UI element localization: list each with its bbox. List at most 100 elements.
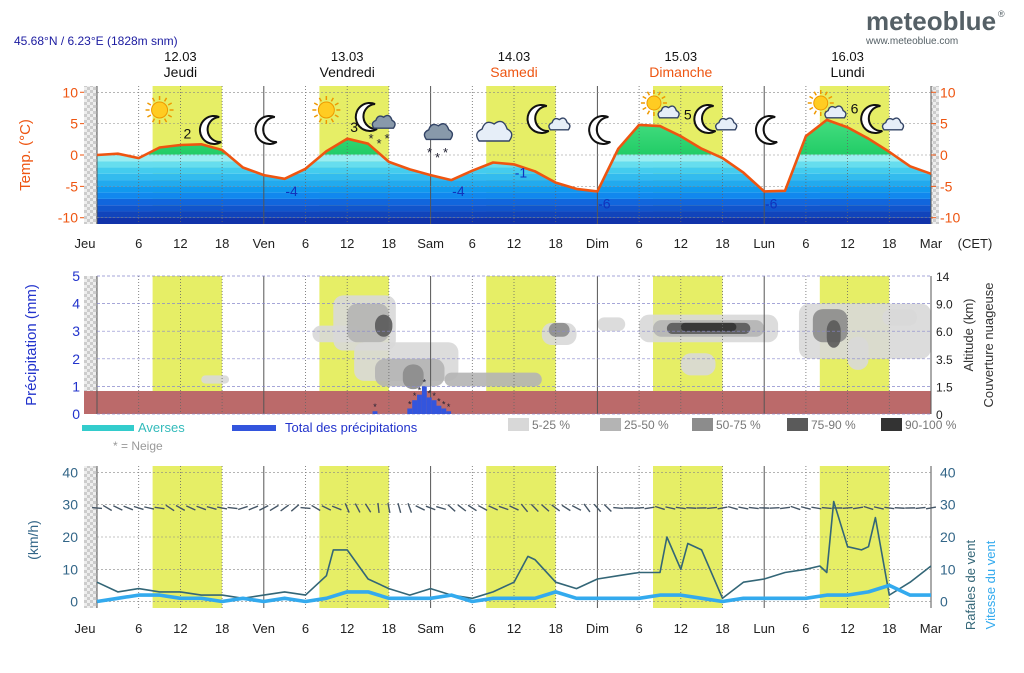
- day-headers: 12.03Jeudi13.03Vendredi14.03Samedi15.03D…: [164, 49, 865, 80]
- moon-shape: [756, 116, 777, 144]
- cloud-legend-label: 50-75 %: [716, 418, 761, 432]
- cloud-legend-swatch: [508, 418, 529, 431]
- x-tick-label: Ven: [253, 621, 275, 636]
- x-tick-label: 12: [507, 621, 521, 636]
- day-name: Vendredi: [320, 64, 375, 80]
- x-tick-label: 12: [674, 236, 688, 251]
- x-tick-label: 12: [173, 236, 187, 251]
- meteoblue-logo: meteoblue ® www.meteoblue.com: [865, 6, 1005, 47]
- cloud-legend-swatch: [600, 418, 621, 431]
- altitude-tick: 3.5: [936, 353, 953, 367]
- precip-bar: [417, 395, 422, 414]
- wind-direction-arrow: [458, 505, 466, 511]
- wind-direction-arrow: [103, 505, 112, 510]
- snow-marker: *: [423, 377, 427, 387]
- wind-axis-label: (km/h): [25, 520, 41, 560]
- x-tick-label: 6: [302, 236, 309, 251]
- sun-ray: [147, 115, 150, 117]
- cloud-legend-label: 75-90 %: [811, 418, 856, 432]
- snow-marker: *: [418, 386, 422, 396]
- day-name: Lundi: [830, 64, 864, 80]
- wind-ytick-right: 10: [940, 561, 956, 577]
- cloud-legend-swatch: [881, 418, 902, 431]
- x-tick-label: 12: [674, 621, 688, 636]
- temp-extreme-label: -4: [452, 183, 465, 199]
- wind-direction-arrow: [572, 506, 581, 511]
- temp-extreme-label: -4: [285, 183, 298, 199]
- x-tick-label: 6: [302, 621, 309, 636]
- altitude-tick: 6.0: [936, 325, 953, 339]
- wind-direction-arrow: [613, 508, 623, 509]
- x-tick-label: 18: [215, 236, 229, 251]
- timezone-label: (CET): [958, 236, 993, 251]
- wind-direction-arrow: [270, 505, 279, 510]
- wind-direction-arrow: [707, 507, 717, 508]
- speed-axis-label: Vitesse du vent: [983, 540, 998, 629]
- wind-ytick-left: 40: [62, 464, 78, 480]
- day-name: Samedi: [490, 64, 537, 80]
- wind-direction-arrow: [448, 505, 455, 512]
- x-tick-label: Jeu: [75, 236, 96, 251]
- sun-ray: [814, 92, 816, 95]
- panel-start-hatch: [84, 86, 97, 224]
- x-tick-label: Mar: [920, 621, 943, 636]
- x-tick-label: 12: [840, 621, 854, 636]
- sun-ray: [314, 103, 317, 105]
- x-tick-label: 6: [469, 621, 476, 636]
- snow-marker: *: [432, 391, 436, 401]
- snowflake: *: [443, 145, 448, 160]
- temp-ytick-left: -5: [66, 178, 79, 194]
- moon-shape: [256, 116, 277, 144]
- altitude-tick: 14: [936, 270, 950, 284]
- sun-disc: [647, 96, 661, 110]
- x-tick-label: 18: [382, 236, 396, 251]
- wind-ytick-right: 20: [940, 529, 956, 545]
- x-tick-label: 6: [135, 236, 142, 251]
- temp-ytick-right: 0: [940, 147, 948, 163]
- wind-ytick-left: 30: [62, 497, 78, 513]
- snowflake: *: [427, 145, 432, 160]
- x-tick-label: 12: [507, 236, 521, 251]
- wind-direction-arrow: [301, 508, 311, 509]
- precip-bar: [432, 400, 437, 414]
- sun-disc: [814, 96, 828, 110]
- temp-ytick-right: 10: [940, 84, 956, 100]
- legend-total-label: Total des précipitations: [285, 420, 418, 435]
- sun-ray: [814, 111, 816, 114]
- sun-ray: [643, 97, 646, 99]
- wind-direction-arrow: [238, 506, 248, 509]
- x-tick-label: 6: [635, 236, 642, 251]
- brand-mark: ®: [998, 9, 1005, 19]
- day-date: 12.03: [164, 49, 197, 64]
- day-name: Jeudi: [164, 64, 197, 80]
- temp-axis-label: Temp. (°C): [17, 119, 34, 191]
- x-tick-label: 12: [840, 236, 854, 251]
- cloud-legend-label: 5-25 %: [532, 418, 570, 432]
- sun-ray: [647, 111, 649, 114]
- wind-direction-arrow: [478, 506, 487, 511]
- wind-direction-arrow: [822, 508, 832, 509]
- precip-ytick: 4: [72, 296, 80, 312]
- precip-bar: [427, 397, 432, 414]
- x-tick-label: 6: [469, 236, 476, 251]
- day-date: 13.03: [331, 49, 364, 64]
- wind-direction-arrow: [312, 505, 321, 510]
- wind-direction-arrow: [645, 507, 655, 508]
- x-tick-label: 18: [715, 621, 729, 636]
- cloud-legend-label: 90-100 %: [905, 418, 957, 432]
- cloud-cover-area: [375, 315, 392, 337]
- wind-direction-arrow: [113, 506, 122, 510]
- snowflake: *: [368, 131, 373, 146]
- day-date: 15.03: [665, 49, 698, 64]
- temp-ytick-right: 5: [940, 116, 948, 132]
- temp-extreme-label: -6: [598, 196, 611, 212]
- cloud-cover-area: [848, 337, 869, 370]
- snow-marker: *: [408, 399, 412, 409]
- x-tick-label: 6: [802, 236, 809, 251]
- day-date: 16.03: [831, 49, 864, 64]
- daylight-block: [653, 466, 723, 608]
- x-tick-label: 6: [635, 621, 642, 636]
